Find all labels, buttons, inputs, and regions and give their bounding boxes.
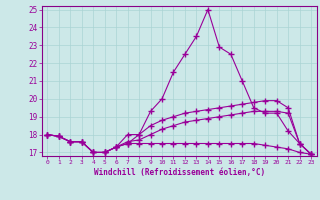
X-axis label: Windchill (Refroidissement éolien,°C): Windchill (Refroidissement éolien,°C)	[94, 168, 265, 177]
